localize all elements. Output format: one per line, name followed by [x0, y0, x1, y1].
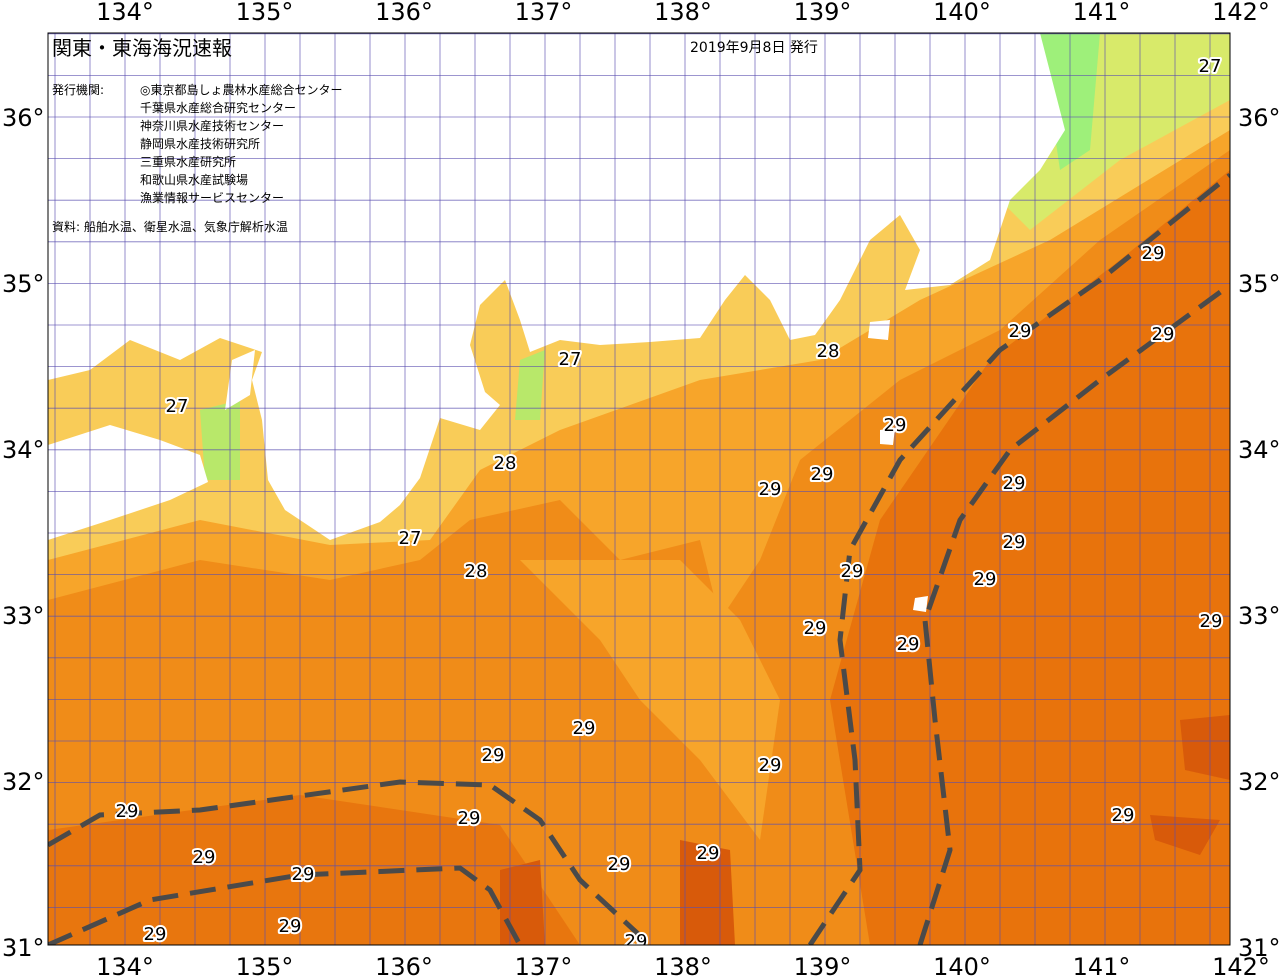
contour-label: 27: [559, 349, 582, 370]
contour-label: 27: [399, 528, 422, 549]
kuroshio-axis: [917, 282, 1230, 945]
lon-label: 140°: [933, 953, 991, 980]
lat-label: 33°: [1238, 602, 1280, 630]
lon-label: 137°: [515, 953, 573, 980]
lat-label: 32°: [1238, 768, 1280, 796]
contour-label: 28: [494, 453, 517, 474]
lat-label: 33°: [2, 602, 45, 630]
cold-region: [200, 350, 545, 480]
contour-label: 29: [573, 718, 596, 739]
contour-label: 29: [759, 479, 782, 500]
hot-spot: [500, 715, 1230, 945]
contour-label: 29: [884, 415, 907, 436]
lon-label: 138°: [654, 0, 712, 26]
lat-label: 36°: [1238, 104, 1280, 132]
lat-label: 35°: [2, 270, 45, 298]
contour-label: 29: [697, 843, 720, 864]
contour-label: 29: [811, 464, 834, 485]
lat-label: 32°: [2, 768, 45, 796]
contour-label: 29: [292, 864, 315, 885]
lat-label: 31°: [2, 934, 45, 962]
lon-label: 137°: [515, 0, 573, 26]
lon-label: 134°: [96, 953, 154, 980]
contour-label: 29: [279, 916, 302, 937]
contour-label: 29: [1142, 243, 1165, 264]
issuer: 静岡県水産技術研究所: [140, 136, 260, 151]
lat-label: 34°: [1238, 436, 1280, 464]
contour-label: 29: [974, 569, 997, 590]
issuer: 和歌山県水産試験場: [140, 172, 248, 187]
issuer-list: ◎東京都島しょ農林水産総合センター千葉県水産総合研究センター神奈川県水産技術セン…: [140, 82, 342, 205]
contour-label: 29: [841, 561, 864, 582]
kuroshio-axis: [48, 779, 652, 945]
map-body: 27 27 27 27 28 28 28 29 29 29 29 29 29 29 29 29 29 29 29 29…: [48, 33, 1230, 952]
contour-label: 29: [458, 808, 481, 829]
lon-label: 139°: [794, 953, 852, 980]
issuer: 漁業情報サービスセンター: [140, 191, 284, 205]
contour-label: 28: [465, 561, 488, 582]
issuer: 神奈川県水産技術センター: [140, 118, 284, 133]
lon-label: 136°: [375, 953, 433, 980]
lon-label: 136°: [375, 0, 433, 26]
contour-label: 29: [1112, 805, 1135, 826]
issue-date: 2019年9月8日 発行: [690, 40, 818, 56]
issuer: 千葉県水産総合研究センター: [140, 100, 296, 115]
contour-label: 29: [608, 854, 631, 875]
contour-label: 29: [1003, 473, 1026, 494]
lon-label: 138°: [654, 953, 712, 980]
lat-label: 34°: [2, 436, 45, 464]
contour-label: 29: [116, 801, 139, 822]
kuroshio-axis: [807, 173, 1230, 945]
land: [48, 425, 208, 540]
contour-label: 29: [1009, 321, 1032, 342]
lon-label: 141°: [1073, 0, 1131, 26]
contour-label: 29: [1200, 611, 1223, 632]
lon-label: 135°: [236, 953, 294, 980]
lon-label: 142°: [1212, 953, 1270, 980]
frame: [47, 32, 1231, 946]
title: 関東・東海海況速報: [52, 36, 232, 60]
contour-label: 29: [482, 745, 505, 766]
contour-label: 29: [1152, 324, 1175, 345]
contour-label: 29: [193, 847, 216, 868]
contour-label: 29: [144, 924, 167, 945]
contour-label: 29: [759, 755, 782, 776]
contour-label: 29: [897, 634, 920, 655]
land: [48, 33, 1065, 540]
issuer-label: 発行機関:: [52, 82, 104, 97]
lon-label: 134°: [96, 0, 154, 26]
contour-label: 27: [1199, 56, 1222, 77]
lat-label: 35°: [1238, 270, 1280, 298]
lon-label: 142°: [1212, 0, 1270, 26]
lon-label: 140°: [933, 0, 991, 26]
contour-label: 29: [804, 618, 827, 639]
contour-label: 29: [625, 931, 648, 952]
lon-label: 135°: [236, 0, 294, 26]
contour-label: 27: [166, 396, 189, 417]
lon-label: 139°: [794, 0, 852, 26]
grid: [48, 33, 1230, 945]
lon-label: 141°: [1073, 953, 1131, 980]
lat-label: 31°: [1238, 934, 1280, 962]
contour-label: 29: [1003, 532, 1026, 553]
lat-label: 36°: [2, 104, 45, 132]
issuer: ◎東京都島しょ農林水産総合センター: [140, 82, 342, 97]
issuer: 三重県水産研究所: [140, 154, 236, 169]
source: 資料: 船舶水温、衛星水温、気象庁解析水温: [52, 219, 288, 234]
kuroshio-axis: [48, 865, 523, 945]
contour-labels: 27 27 27 27 28 28 28 29 29 29 29 29 29 29 29 29 29 29 29 29…: [114, 54, 1225, 952]
contour-label: 28: [817, 341, 840, 362]
